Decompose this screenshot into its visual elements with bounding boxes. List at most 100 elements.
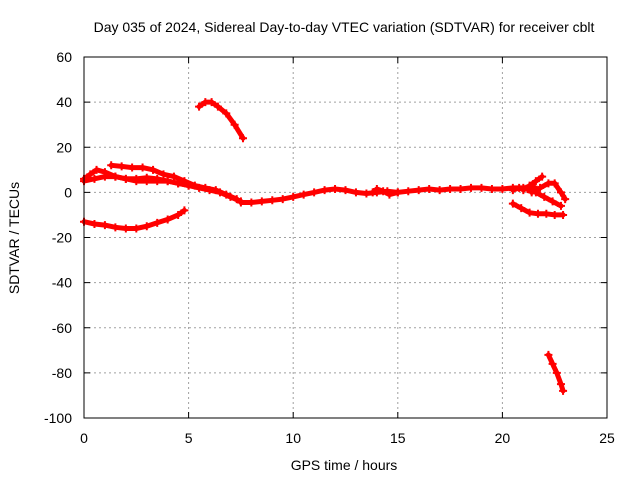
data-point <box>477 183 486 192</box>
data-point <box>414 186 423 195</box>
data-point <box>538 172 547 181</box>
data-point <box>548 197 557 206</box>
data-point <box>153 218 162 227</box>
x-tick-label: 20 <box>495 430 511 446</box>
data-point <box>508 186 517 195</box>
y-tick-label: 20 <box>56 139 72 155</box>
chart-title: Day 035 of 2024, Sidereal Day-to-day VTE… <box>94 19 595 35</box>
series-layer <box>80 98 570 395</box>
data-point <box>142 222 151 231</box>
data-point <box>299 190 308 199</box>
data-point <box>508 199 517 208</box>
data-point <box>379 187 388 196</box>
data-point <box>138 163 147 172</box>
data-point <box>163 215 172 224</box>
x-tick-label: 15 <box>390 430 406 446</box>
y-tick-label: -20 <box>52 230 72 246</box>
data-point <box>236 198 245 207</box>
data-point <box>90 219 99 228</box>
data-point <box>556 380 565 389</box>
data-point <box>111 172 120 181</box>
data-point <box>232 195 241 204</box>
data-point <box>142 173 151 182</box>
data-point <box>180 206 189 215</box>
y-tick-label: 40 <box>56 94 72 110</box>
data-point <box>230 120 239 129</box>
data-point <box>163 177 172 186</box>
y-tick-label: 60 <box>56 49 72 65</box>
data-point <box>128 163 137 172</box>
data-point <box>211 186 220 195</box>
data-point <box>544 350 553 359</box>
data-point <box>517 204 526 213</box>
data-point <box>552 368 561 377</box>
x-tick-label: 10 <box>285 430 301 446</box>
data-point <box>559 386 568 395</box>
data-point <box>533 209 542 218</box>
data-point <box>561 195 570 204</box>
data-point <box>556 188 565 197</box>
data-point <box>111 223 120 232</box>
data-point <box>207 98 216 107</box>
data-point <box>195 102 204 111</box>
data-point <box>498 184 507 193</box>
data-point <box>169 172 178 181</box>
data-point <box>310 188 319 197</box>
data-point <box>435 186 444 195</box>
data-point <box>372 184 381 193</box>
data-point <box>542 209 551 218</box>
data-point <box>540 192 549 201</box>
data-point <box>548 359 557 368</box>
y-tick-label: -80 <box>52 365 72 381</box>
y-tick-label: -100 <box>44 410 72 426</box>
data-point <box>121 174 130 183</box>
data-point <box>107 161 116 170</box>
data-point <box>559 210 568 219</box>
data-point <box>190 181 199 190</box>
data-point <box>425 184 434 193</box>
data-point <box>536 183 545 192</box>
data-point <box>519 186 528 195</box>
y-tick-label: -40 <box>52 275 72 291</box>
data-point <box>121 224 130 233</box>
data-point <box>180 177 189 186</box>
data-point <box>527 188 536 197</box>
y-axis-label: SDTVAR / TECUs <box>6 182 22 294</box>
data-point <box>404 187 413 196</box>
data-point <box>515 183 524 192</box>
data-point <box>278 195 287 204</box>
data-point <box>362 189 371 198</box>
data-point <box>487 184 496 193</box>
data-point <box>331 184 340 193</box>
data-point <box>100 172 109 181</box>
data-point <box>132 174 141 183</box>
data-point <box>174 210 183 219</box>
x-axis-label: GPS time / hours <box>291 457 398 473</box>
data-point <box>213 102 222 111</box>
x-tick-label: 0 <box>80 430 88 446</box>
data-point <box>531 177 540 186</box>
axis-ticks: 0 5 10 15 20 25 -100 -80 -60 -40 -20 0 20 40 60 <box>44 49 615 446</box>
data-point <box>467 183 476 192</box>
data-point <box>132 224 141 233</box>
data-point <box>385 190 394 199</box>
data-point <box>456 184 465 193</box>
data-point <box>159 170 168 179</box>
data-point <box>341 186 350 195</box>
data-point <box>351 188 360 197</box>
data-point <box>550 210 559 219</box>
x-tick-label: 5 <box>185 430 193 446</box>
data-point <box>238 134 247 143</box>
data-point <box>92 165 101 174</box>
data-point <box>393 188 402 197</box>
x-tick-label: 25 <box>599 430 615 446</box>
data-point <box>100 221 109 230</box>
series-arc-9 <box>520 174 545 193</box>
data-point <box>268 196 277 205</box>
data-point <box>320 186 329 195</box>
data-point <box>222 190 231 199</box>
data-point <box>289 192 298 201</box>
data-point <box>86 170 95 179</box>
data-point <box>556 201 565 210</box>
